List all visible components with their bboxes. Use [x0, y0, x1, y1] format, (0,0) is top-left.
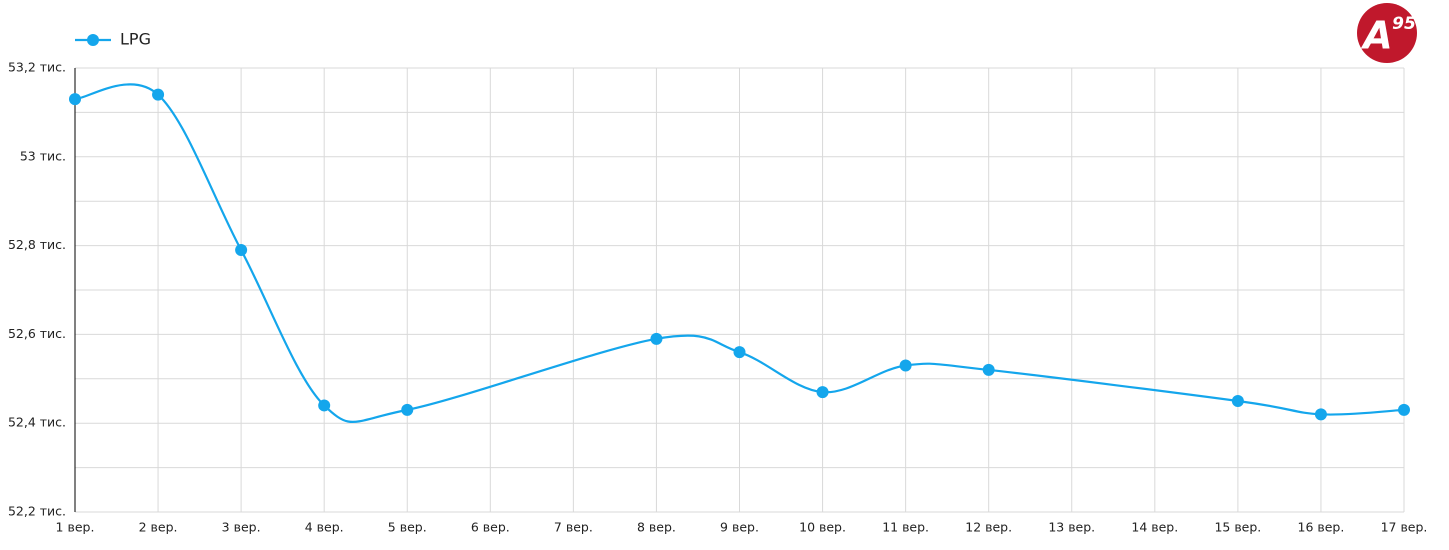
x-tick-label: 16 вер. [1298, 520, 1345, 535]
x-tick-label: 7 вер. [554, 520, 593, 535]
logo-badge [1357, 3, 1417, 63]
x-tick-label: 4 вер. [305, 520, 344, 535]
point [69, 93, 81, 106]
x-tick-label: 15 вер. [1214, 520, 1261, 535]
y-tick-label: 52,2 тис. [8, 504, 66, 519]
point [1314, 408, 1327, 421]
x-tick-label: 3 вер. [222, 520, 261, 535]
x-tick-label: 2 вер. [139, 520, 178, 535]
point [899, 359, 912, 372]
y-tick-label: 52,4 тис. [8, 415, 66, 430]
y-tick-label: 53 тис. [20, 148, 66, 163]
x-tick-label: 8 вер. [637, 520, 676, 535]
y-tick-label: 53,2 тис. [8, 60, 66, 75]
point [733, 346, 746, 359]
logo-letter: A [1360, 14, 1392, 58]
x-tick-label: 5 вер. [388, 520, 427, 535]
y-tick-label: 52,8 тис. [8, 237, 66, 252]
logo-superscript: 95 [1392, 14, 1416, 34]
x-tick-label: 14 вер. [1131, 520, 1178, 535]
point [152, 88, 165, 101]
point [235, 244, 248, 257]
legend-marker [87, 34, 99, 46]
x-tick-label: 17 вер. [1381, 520, 1428, 535]
point [318, 399, 331, 412]
point [816, 386, 829, 399]
x-tick-label: 9 вер. [720, 520, 759, 535]
point [1231, 395, 1244, 407]
point [1398, 403, 1410, 416]
x-tick-label: 1 вер. [56, 520, 95, 535]
x-tick-label: 12 вер. [965, 520, 1012, 535]
legend-item: LPG [75, 30, 151, 49]
point [982, 363, 995, 376]
x-tick-label: 13 вер. [1048, 520, 1095, 535]
legend-label: LPG [120, 30, 151, 49]
logo: A 95 [1357, 3, 1417, 63]
x-tick-label: 6 вер. [471, 520, 510, 535]
point [650, 332, 663, 345]
y-tick-label: 52,6 тис. [8, 326, 66, 341]
point [401, 403, 414, 416]
x-tick-label: 10 вер. [799, 520, 846, 535]
x-tick-label: 11 вер. [882, 520, 929, 535]
